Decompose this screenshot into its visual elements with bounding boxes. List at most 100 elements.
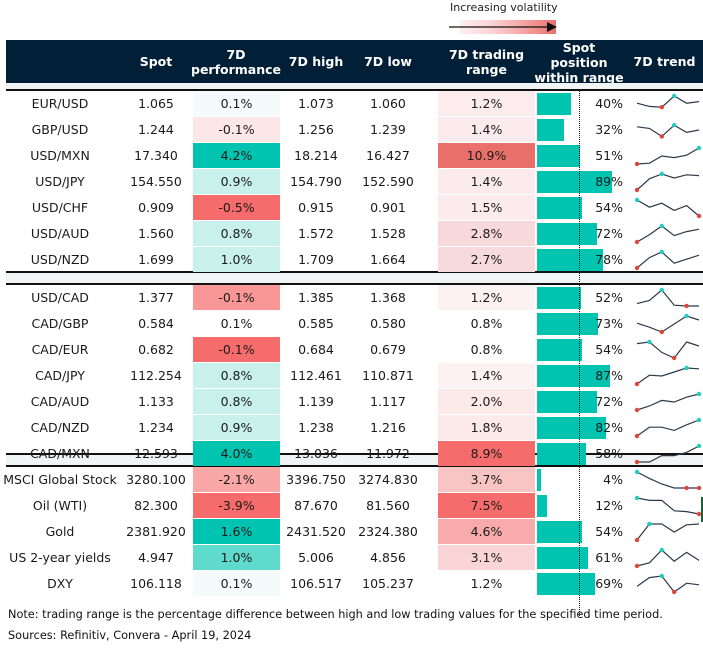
spot-position-bar <box>537 119 564 141</box>
instrument-name: DXY <box>47 576 73 591</box>
spot-position-bar <box>537 197 582 219</box>
spot-position-value: 58% <box>595 446 623 461</box>
table-row: CAD/NZD 1.234 0.9% 1.238 1.216 1.8% 82% <box>0 415 703 441</box>
table-row: CAD/EUR 0.682 -0.1% 0.684 0.679 0.8% 54% <box>0 337 703 363</box>
table-row: US 2-year yields 4.947 1.0% 5.006 4.856 3.1% 6… <box>0 545 703 571</box>
trend-low-marker <box>634 407 640 413</box>
trend-sparkline <box>630 493 703 519</box>
spot-value: 1.377 <box>138 290 174 305</box>
performance-value: 0.9% <box>193 415 280 440</box>
trend-high-marker <box>672 93 677 99</box>
table-row: USD/NZD 1.699 1.0% 1.709 1.664 2.7% 78% <box>0 247 703 273</box>
trend-low-marker <box>659 134 664 139</box>
low-value: 0.580 <box>370 316 406 331</box>
trend-line <box>636 315 700 333</box>
spot-position-value: 72% <box>595 226 623 241</box>
performance-value: -3.9% <box>193 493 280 518</box>
trend-high-marker <box>634 495 640 501</box>
spot-position-bar <box>537 495 547 517</box>
low-value: 3274.830 <box>358 472 418 487</box>
trend-sparkline <box>630 363 703 389</box>
trend-sparkline <box>630 247 703 273</box>
trend-high-marker <box>634 197 640 203</box>
performance-value: -0.1% <box>193 337 280 362</box>
trend-line <box>636 523 700 541</box>
low-value: 1.664 <box>370 252 406 267</box>
trend-low-marker <box>672 355 677 361</box>
spot-value: 1.244 <box>138 122 174 137</box>
instrument-name: USD/AUD <box>30 226 90 241</box>
trend-high-marker <box>634 469 640 475</box>
header-7d-trading-range: 7D trading range <box>448 46 525 77</box>
trend-line <box>636 367 700 385</box>
trend-line <box>636 124 700 138</box>
high-value: 3396.750 <box>286 472 346 487</box>
trend-line <box>636 393 700 411</box>
trend-line <box>636 341 700 359</box>
high-value: 2431.520 <box>286 524 346 539</box>
trend-sparkline <box>630 571 703 597</box>
trend-line <box>636 471 699 489</box>
table-row: MSCI Global Stock 3280.100 -2.1% 3396.750 32… <box>0 467 703 493</box>
table-row: CAD/JPY 112.254 0.8% 112.461 110.871 1.4% 87% <box>0 363 703 389</box>
table-row: USD/MXN 17.340 4.2% 18.214 16.427 10.9% 51% <box>0 143 703 169</box>
table-row: USD/JPY 154.550 0.9% 154.790 152.590 1.4% 89% <box>0 169 703 195</box>
trend-sparkline <box>630 519 703 545</box>
trend-low-marker <box>634 537 640 543</box>
spot-value: 0.682 <box>138 342 174 357</box>
trend-high-marker <box>684 313 689 319</box>
trend-low-marker <box>659 105 664 110</box>
trading-range-value: 3.7% <box>438 467 535 492</box>
spot-position-bar <box>537 443 586 465</box>
trend-low-marker <box>696 485 702 491</box>
trading-range-value: 1.4% <box>438 117 535 142</box>
high-value: 13.036 <box>294 446 338 461</box>
trend-sparkline <box>630 389 703 415</box>
performance-value: 0.8% <box>193 363 280 388</box>
trading-range-value: 1.2% <box>438 91 535 116</box>
trend-high-marker <box>696 145 702 151</box>
trend-sparkline <box>630 285 703 311</box>
trading-range-value: 1.5% <box>438 195 535 220</box>
low-value: 81.560 <box>366 498 410 513</box>
trend-low-marker <box>672 589 677 595</box>
performance-value: -0.1% <box>193 285 280 310</box>
instrument-name: Oil (WTI) <box>32 498 88 513</box>
section-rule <box>6 89 703 91</box>
performance-value: 0.9% <box>193 169 280 194</box>
high-value: 1.073 <box>298 96 334 111</box>
trend-high-marker <box>696 443 702 449</box>
trading-range-value: 0.8% <box>438 337 535 362</box>
trend-high-marker <box>659 573 664 579</box>
trend-sparkline <box>630 91 703 117</box>
low-value: 16.427 <box>366 148 410 163</box>
table-header: Spot 7D performance 7D high 7D low 7D tr… <box>6 40 703 85</box>
spot-position-bar <box>537 223 597 245</box>
instrument-name: CAD/GBP <box>31 316 89 331</box>
spot-position-bar <box>537 171 612 193</box>
high-value: 5.006 <box>298 550 334 565</box>
instrument-name: CAD/MXN <box>30 446 90 461</box>
trend-line <box>636 497 700 515</box>
trend-line <box>636 419 700 437</box>
performance-value: 1.0% <box>193 545 280 570</box>
instrument-name: USD/CHF <box>31 200 89 215</box>
table-row: CAD/GBP 0.584 0.1% 0.585 0.580 0.8% 73% <box>0 311 703 337</box>
header-name <box>6 40 120 83</box>
section-rule <box>6 283 703 285</box>
trading-range-value: 1.2% <box>438 285 535 310</box>
low-value: 152.590 <box>362 174 414 189</box>
performance-value: 1.6% <box>193 519 280 544</box>
table-row: EUR/USD 1.065 0.1% 1.073 1.060 1.2% 40% <box>0 91 703 117</box>
trading-range-value: 1.8% <box>438 415 535 440</box>
spot-position-bar <box>537 249 603 271</box>
volatility-legend: Increasing volatility <box>449 0 600 34</box>
header-spacer <box>6 83 703 91</box>
trading-range-value: 3.1% <box>438 545 535 570</box>
header-7d-trend: 7D trend <box>633 54 696 69</box>
trend-low-marker <box>659 329 664 335</box>
instrument-name: CAD/EUR <box>31 342 89 357</box>
trading-range-value: 7.5% <box>438 493 535 518</box>
trend-low-marker <box>634 563 640 569</box>
spot-position-value: 52% <box>595 290 623 305</box>
